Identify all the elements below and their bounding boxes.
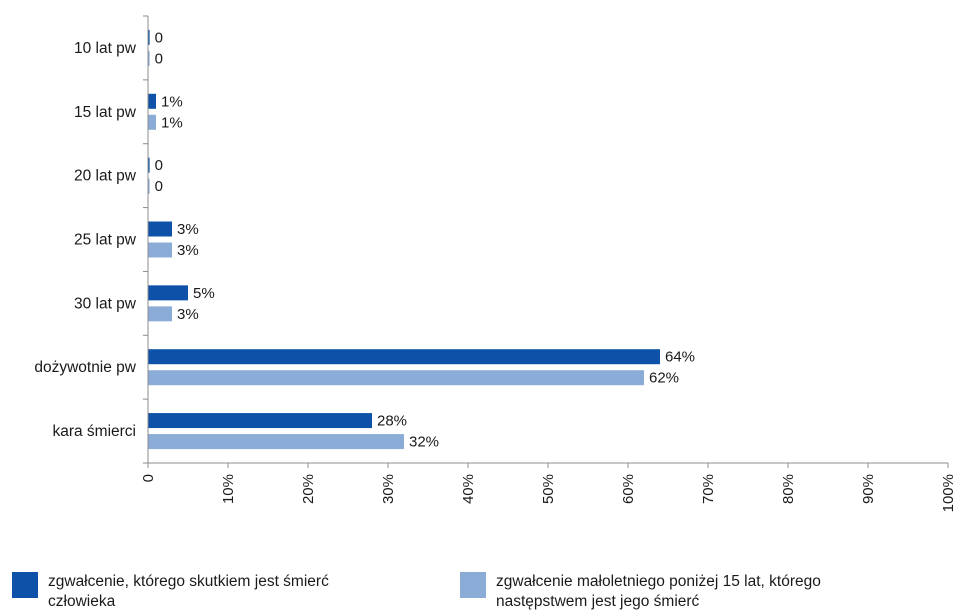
x-tick-label-1: 0 [140,474,157,482]
legend-item-series-2: zgwałcenie małoletniego poniżej 15 lat, … [460,572,880,612]
x-tick-label-7: 60% [620,474,637,504]
x-tick-label-5: 40% [460,474,477,504]
bar-series-1-1 [148,29,150,45]
data-label-series-2-3: 0 [155,178,163,195]
bar-series-2-6 [148,370,644,386]
bar-series-2-4 [148,242,172,258]
x-tick-label-2: 10% [220,474,237,504]
data-label-series-1-4: 3% [177,221,199,238]
x-tick-label-3: 20% [300,474,317,504]
data-label-series-1-5: 5% [193,285,215,302]
bar-series-1-3 [148,157,150,173]
legend-swatch-series-1 [12,572,38,598]
category-label-7: kara śmierci [52,423,136,440]
legend-label-series-2: zgwałcenie małoletniego poniżej 15 lat, … [496,573,821,610]
category-label-1: 10 lat pw [74,40,137,57]
x-tick-label-6: 50% [540,474,557,504]
category-label-2: 15 lat pw [74,104,137,121]
bar-series-2-7 [148,434,404,450]
x-tick-label-8: 70% [700,474,717,504]
category-label-3: 20 lat pw [74,168,137,185]
bar-series-1-6 [148,349,660,365]
x-tick-label-10: 90% [860,474,877,504]
x-tick-label-11: 100% [940,474,957,512]
data-label-series-2-5: 3% [177,306,199,323]
data-label-series-1-7: 28% [377,413,407,430]
bar-series-2-3 [148,178,150,194]
category-label-6: dożywotnie pw [34,359,136,376]
data-label-series-2-4: 3% [177,242,199,259]
bar-series-1-4 [148,221,172,237]
bar-series-1-7 [148,413,372,429]
bar-series-2-5 [148,306,172,322]
bar-series-1-5 [148,285,188,301]
bar-series-2-1 [148,50,150,66]
data-label-series-2-1: 0 [155,50,163,67]
data-label-series-1-6: 64% [665,349,695,366]
category-label-4: 25 lat pw [74,232,137,249]
bar-series-2-2 [148,114,156,130]
data-label-series-2-6: 62% [649,370,679,387]
bar-chart: 0 0 10 lat pw 1% 1% 15 lat pw 0 0 20 lat pw 3% 3% 2… [34,15,957,512]
data-label-series-2-2: 1% [161,114,183,131]
legend-swatch-series-2 [460,572,486,598]
bar-series-1-2 [148,93,156,109]
x-tick-label-4: 30% [380,474,397,504]
legend-item-series-1: zgwałcenie, którego skutkiem jest śmierć… [12,572,332,612]
data-label-series-2-7: 32% [409,434,439,451]
legend-label-series-1: zgwałcenie, którego skutkiem jest śmierć… [48,573,329,610]
data-label-series-1-3: 0 [155,157,163,174]
category-label-5: 30 lat pw [74,295,137,312]
data-label-series-1-1: 0 [155,29,163,46]
x-tick-label-9: 80% [780,474,797,504]
data-label-series-1-2: 1% [161,93,183,110]
